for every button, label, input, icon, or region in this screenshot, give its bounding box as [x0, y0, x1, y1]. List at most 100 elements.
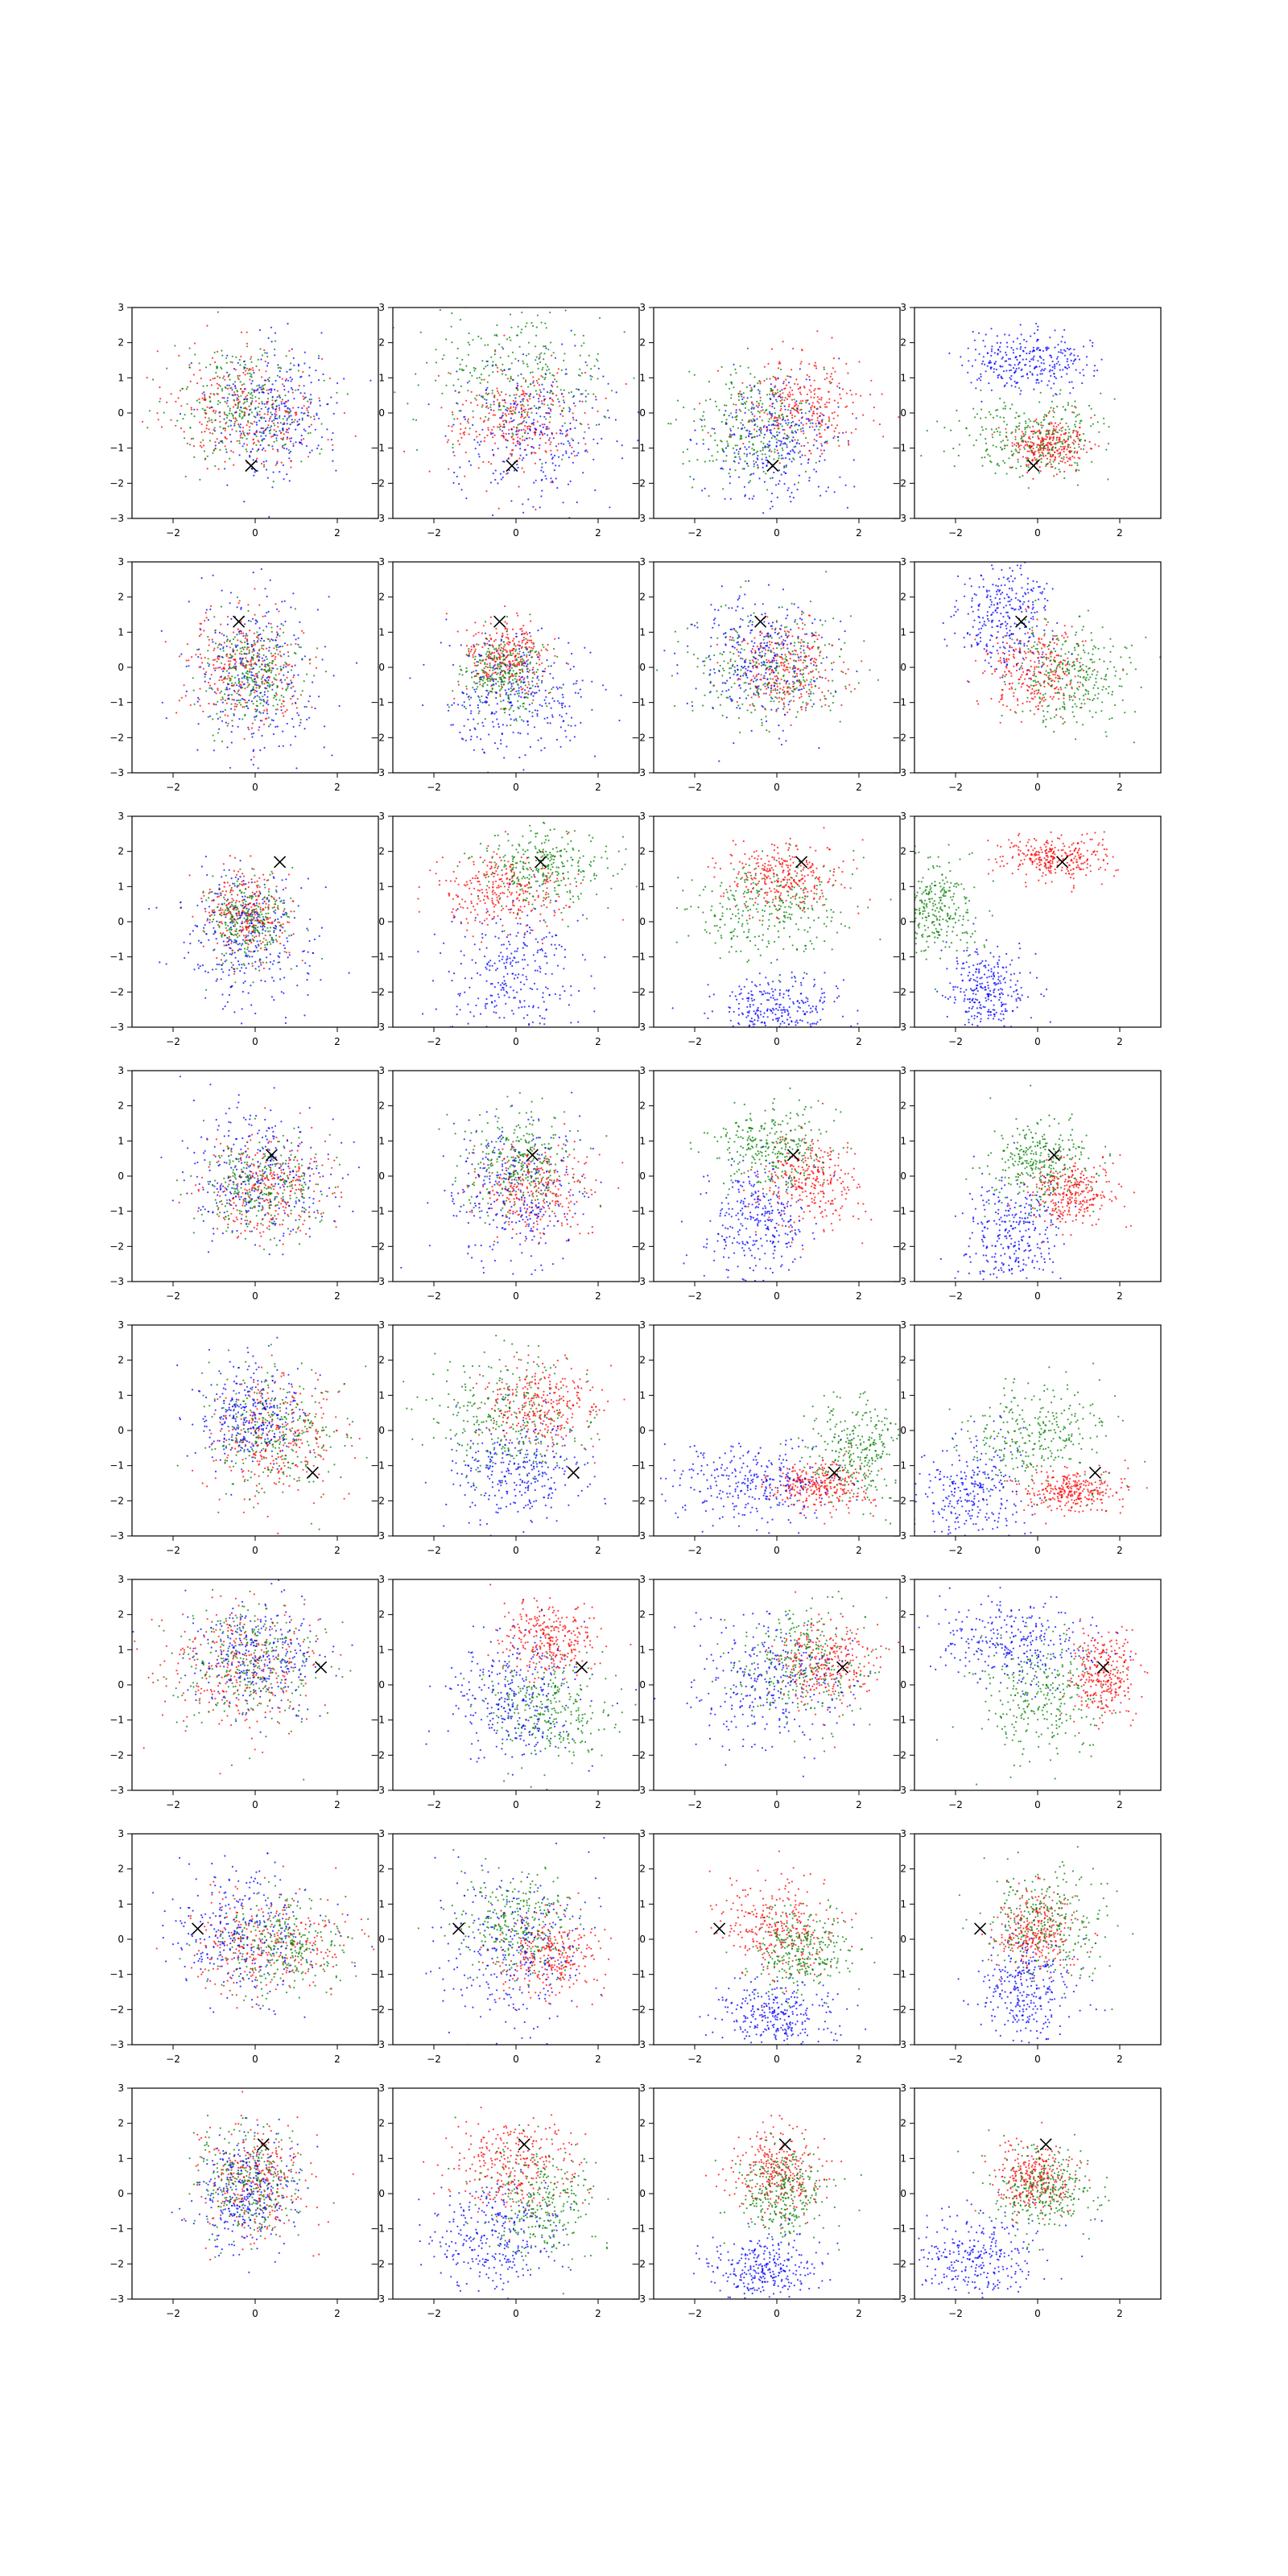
data-point — [415, 373, 417, 375]
data-point — [1039, 444, 1042, 447]
data-point — [197, 696, 200, 700]
data-point — [762, 470, 765, 473]
data-point — [1018, 387, 1021, 390]
data-point — [791, 430, 794, 432]
data-point — [217, 387, 219, 390]
data-point — [537, 367, 539, 369]
data-point — [263, 349, 266, 352]
data-point — [547, 434, 549, 436]
data-point — [796, 383, 799, 386]
data-point — [548, 437, 551, 440]
data-point — [555, 464, 557, 467]
data-point — [530, 423, 533, 425]
data-point — [201, 397, 204, 399]
data-point — [184, 414, 186, 416]
data-point — [535, 345, 537, 348]
data-point — [558, 456, 560, 458]
data-point — [212, 452, 214, 454]
data-point — [1033, 442, 1035, 445]
data-point — [521, 398, 523, 401]
data-point — [164, 641, 167, 643]
data-point — [336, 382, 339, 385]
data-point — [300, 411, 303, 414]
data-point — [540, 430, 543, 432]
data-point — [496, 335, 498, 337]
data-point — [407, 402, 409, 405]
data-point — [655, 450, 657, 452]
data-point — [230, 386, 233, 389]
data-point — [492, 432, 494, 435]
data-point — [290, 466, 292, 469]
data-point — [1039, 431, 1042, 434]
data-point — [521, 630, 523, 633]
data-point — [878, 423, 881, 426]
data-point — [512, 640, 514, 642]
data-point — [521, 642, 523, 644]
data-point — [512, 650, 514, 652]
data-point — [1038, 452, 1040, 454]
data-point — [261, 720, 263, 722]
data-point — [249, 694, 251, 696]
data-point — [469, 427, 471, 430]
data-point — [1055, 362, 1058, 365]
data-point — [189, 427, 192, 429]
data-point — [1052, 437, 1055, 440]
data-point — [520, 332, 522, 334]
data-point — [522, 421, 524, 423]
data-point — [828, 398, 831, 400]
data-point — [574, 427, 576, 430]
data-point — [515, 648, 518, 651]
data-point — [1045, 435, 1047, 437]
data-point — [542, 376, 544, 378]
data-point — [516, 386, 518, 389]
data-point — [759, 382, 762, 385]
data-point — [270, 626, 273, 629]
data-point — [560, 442, 563, 445]
data-point — [775, 416, 778, 419]
data-point — [800, 402, 803, 405]
data-point — [530, 371, 532, 374]
data-point — [459, 432, 461, 435]
data-point — [522, 687, 524, 690]
data-point — [737, 427, 740, 429]
data-point — [261, 663, 263, 666]
data-point — [1010, 374, 1013, 378]
data-point — [1040, 461, 1042, 464]
data-point — [739, 458, 741, 460]
data-point — [782, 382, 785, 385]
y-tick-label: −2 — [109, 477, 124, 489]
data-point — [240, 632, 243, 634]
data-point — [523, 439, 526, 441]
data-point — [743, 402, 745, 404]
data-point — [496, 324, 498, 327]
data-point — [346, 393, 349, 395]
data-point — [229, 646, 231, 649]
data-point — [451, 411, 454, 414]
data-point — [704, 399, 708, 402]
data-point — [787, 405, 791, 408]
data-point — [539, 391, 543, 394]
data-point — [779, 390, 782, 393]
data-point — [263, 464, 266, 466]
data-point — [246, 634, 249, 637]
data-point — [998, 345, 1001, 349]
data-point — [730, 394, 733, 396]
data-point — [518, 411, 520, 414]
data-point — [232, 383, 234, 386]
data-point — [753, 419, 756, 421]
data-point — [1051, 400, 1053, 402]
data-point — [1036, 347, 1038, 349]
data-point — [1083, 432, 1085, 436]
data-point — [778, 431, 781, 434]
data-point — [795, 442, 798, 444]
x-marker — [245, 459, 258, 473]
data-point — [996, 415, 998, 417]
data-point — [753, 386, 756, 388]
data-point — [483, 367, 485, 369]
data-point — [222, 670, 225, 673]
data-point — [778, 423, 780, 425]
data-point — [233, 631, 235, 634]
data-point — [246, 676, 249, 679]
data-point — [990, 328, 993, 330]
data-point — [489, 481, 493, 484]
